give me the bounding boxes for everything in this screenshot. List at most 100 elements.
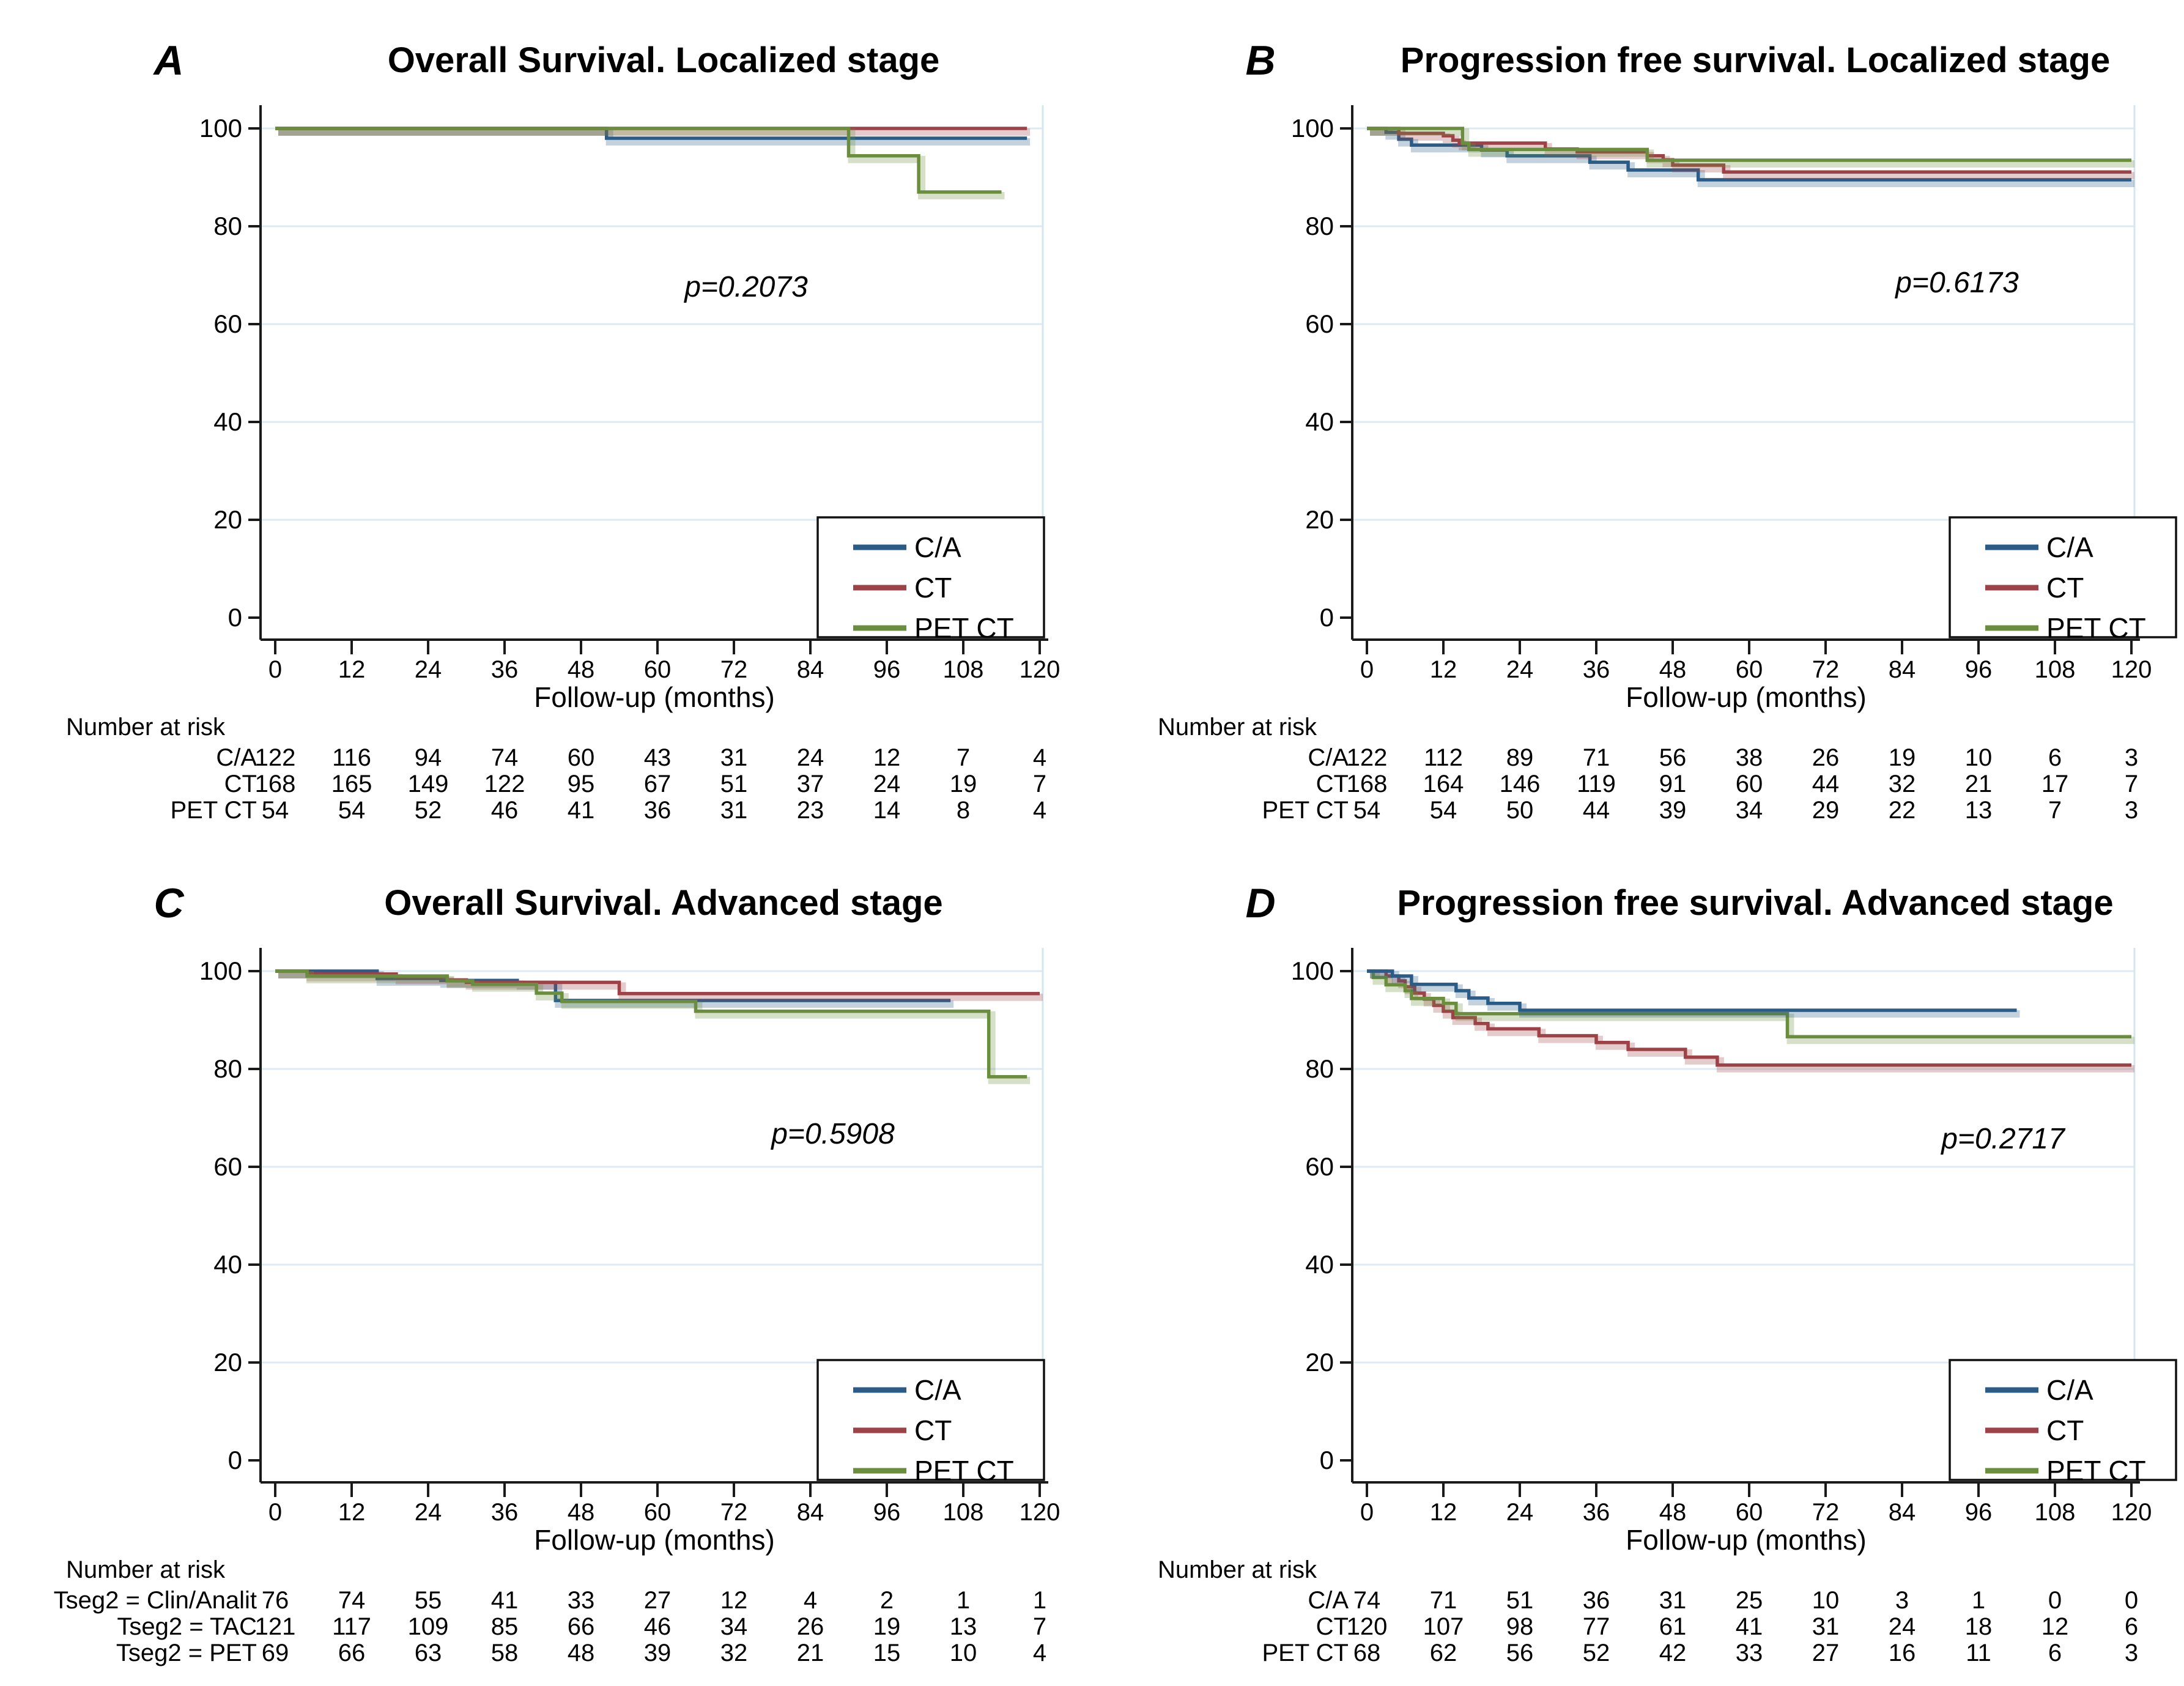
risk-count: 116: [332, 744, 371, 771]
risk-count: 27: [644, 1587, 672, 1614]
risk-count: 19: [873, 1613, 901, 1640]
curve-shadow-CT: [1370, 971, 2134, 1073]
x-tick-label: 36: [491, 1499, 519, 1526]
risk-count: 62: [1430, 1640, 1457, 1666]
y-tick-label: 40: [1305, 1250, 1334, 1279]
risk-count: 122: [1347, 744, 1388, 771]
risk-count: 54: [262, 797, 289, 824]
x-tick-label: 0: [1360, 656, 1374, 683]
risk-count: 121: [255, 1613, 296, 1640]
risk-count: 27: [1812, 1640, 1840, 1666]
y-tick-label: 100: [1291, 956, 1334, 985]
legend-label: PET CT: [2046, 612, 2146, 644]
x-tick-label: 48: [568, 1499, 595, 1526]
risk-count: 68: [1353, 1640, 1381, 1666]
y-tick-label: 60: [213, 1152, 242, 1181]
y-tick-label: 20: [213, 505, 242, 534]
risk-count: 12: [720, 1587, 748, 1614]
risk-count: 21: [1965, 771, 1993, 797]
legend-label: CT: [2046, 572, 2084, 604]
risk-count: 23: [797, 797, 824, 824]
risk-row-label: Tseg2 = PET: [116, 1640, 257, 1666]
risk-count: 4: [1033, 1640, 1046, 1666]
risk-count: 36: [1583, 1587, 1610, 1614]
risk-count: 149: [408, 771, 449, 797]
x-tick-label: 12: [1430, 1499, 1457, 1526]
survival-curve-PET CT: [1367, 127, 2131, 162]
risk-count: 0: [2048, 1587, 2062, 1614]
x-tick-label: 72: [1812, 1499, 1840, 1526]
risk-count: 3: [1895, 1587, 1909, 1614]
y-tick-label: 20: [1305, 1348, 1334, 1377]
x-tick-label: 72: [1812, 656, 1840, 683]
risk-count: 10: [1965, 744, 1993, 771]
risk-count: 37: [797, 771, 824, 797]
risk-count: 39: [644, 1640, 672, 1666]
risk-count: 44: [1812, 771, 1840, 797]
risk-count: 120: [1347, 1613, 1388, 1640]
risk-row-label: C/A: [1308, 1587, 1349, 1614]
risk-count: 19: [1889, 744, 1916, 771]
risk-count: 56: [1659, 744, 1687, 771]
x-axis-title: Follow-up (months): [534, 681, 775, 713]
y-tick-label: 100: [1291, 114, 1334, 142]
risk-count: 112: [1424, 744, 1463, 771]
risk-count: 52: [1583, 1640, 1610, 1666]
y-tick-label: 80: [213, 1054, 242, 1083]
risk-count: 74: [1353, 1587, 1381, 1614]
x-tick-label: 24: [1506, 656, 1534, 683]
risk-count: 21: [797, 1640, 824, 1666]
risk-count: 164: [1423, 771, 1464, 797]
risk-count: 7: [2125, 771, 2138, 797]
risk-count: 67: [644, 771, 672, 797]
risk-row-label: C/A: [1308, 744, 1349, 771]
risk-count: 56: [1506, 1640, 1534, 1666]
risk-count: 71: [1430, 1587, 1457, 1614]
risk-count: 38: [1736, 744, 1763, 771]
x-tick-label: 108: [2035, 1499, 2076, 1526]
risk-count: 74: [491, 744, 519, 771]
risk-count: 24: [873, 771, 901, 797]
legend-label: CT: [2046, 1414, 2084, 1446]
y-tick-label: 80: [1305, 212, 1334, 240]
x-tick-label: 0: [1360, 1499, 1374, 1526]
risk-count: 32: [1889, 771, 1916, 797]
x-tick-label: 48: [1659, 1499, 1687, 1526]
risk-count: 29: [1812, 797, 1840, 824]
risk-count: 117: [332, 1613, 371, 1640]
y-tick-label: 40: [213, 407, 242, 436]
risk-count: 31: [720, 797, 748, 824]
x-tick-label: 108: [943, 656, 984, 683]
x-tick-label: 36: [1583, 656, 1610, 683]
risk-count: 4: [804, 1587, 817, 1614]
x-tick-label: 12: [1430, 656, 1457, 683]
y-tick-label: 80: [1305, 1054, 1334, 1083]
x-axis-title: Follow-up (months): [1626, 681, 1867, 713]
risk-count: 0: [2125, 1587, 2138, 1614]
risk-count: 109: [408, 1613, 449, 1640]
x-axis-title: Follow-up (months): [534, 1524, 775, 1556]
risk-count: 4: [1033, 797, 1046, 824]
risk-count: 31: [1812, 1613, 1840, 1640]
risk-count: 4: [1033, 744, 1046, 771]
risk-count: 107: [1423, 1613, 1464, 1640]
legend-box: [1949, 1359, 2177, 1481]
legend-box: [816, 1359, 1045, 1481]
x-tick-label: 96: [1965, 656, 1993, 683]
risk-count: 55: [415, 1587, 442, 1614]
x-tick-label: 36: [1583, 1499, 1610, 1526]
x-tick-label: 84: [1889, 656, 1916, 683]
legend-label: PET CT: [2046, 1455, 2146, 1487]
risk-count: 168: [255, 771, 296, 797]
risk-count: 41: [568, 797, 595, 824]
risk-count: 91: [1659, 771, 1687, 797]
risk-row-label: Tseg2 = Clin/Analit: [54, 1587, 257, 1614]
risk-count: 1: [1033, 1587, 1046, 1614]
risk-count: 69: [262, 1640, 289, 1666]
risk-count: 66: [338, 1640, 366, 1666]
risk-count: 10: [950, 1640, 977, 1666]
risk-count: 63: [415, 1640, 442, 1666]
survival-curve-C/A: [1367, 969, 2017, 1012]
risk-count: 54: [338, 797, 366, 824]
